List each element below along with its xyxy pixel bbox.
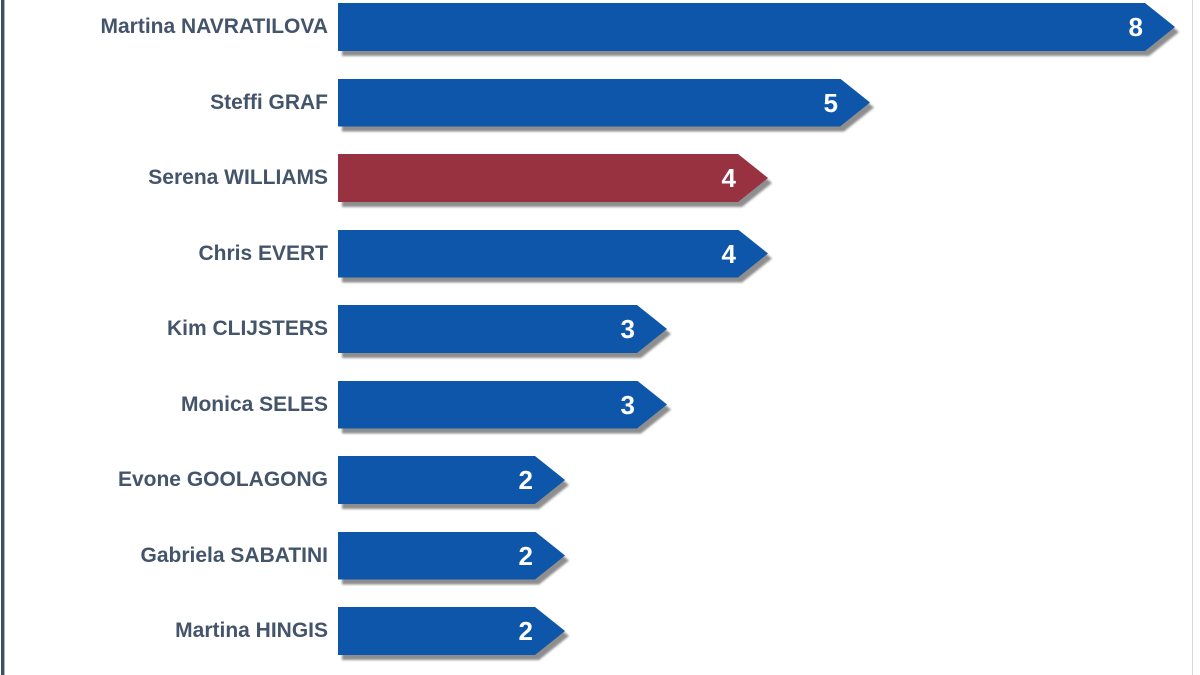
player-label: Kim CLIJSTERS [166,317,328,340]
bar-arrow-shape [338,79,870,127]
value-bar: 2 [338,607,565,655]
value-bar: 8 [338,3,1175,51]
player-label: Martina NAVRATILOVA [100,15,328,38]
player-label: Martina HINGIS [175,619,328,642]
bar-row: Chris EVERT 4 [0,230,1200,278]
bar-value-label: 3 [620,389,635,420]
bar-arrow-shape [338,3,1175,51]
bar-arrow-shape [338,532,565,580]
bar-value-label: 5 [823,87,838,118]
bar-row: Martina HINGIS 2 [0,607,1200,655]
bar-row: Serena WILLIAMS 4 [0,154,1200,202]
bar-row: Monica SELES 3 [0,381,1200,429]
value-bar: 3 [338,381,667,429]
bar-row: Evone GOOLAGONG 2 [0,456,1200,504]
bar-value-label: 4 [721,163,736,193]
player-label: Serena WILLIAMS [148,166,328,189]
value-bar: 2 [338,456,565,504]
player-label: Steffi GRAF [210,90,328,114]
player-label: Gabriela SABATINI [140,543,328,567]
player-label: Chris EVERT [198,241,328,265]
bar-value-label: 2 [518,616,533,646]
value-bar: 4 [338,230,768,278]
bar-value-label: 3 [620,314,635,344]
bar-value-label: 2 [518,540,533,571]
chart-right-border [1192,0,1193,675]
bar-value-label: 8 [1128,12,1143,42]
player-label: Monica SELES [180,392,328,416]
bar-row: Kim CLIJSTERS 3 [0,305,1200,353]
value-bar: 5 [338,79,870,127]
bar-chart: Martina NAVRATILOVA 8 Steffi GRAF 5 Serena W… [0,3,1200,655]
value-bar: 3 [338,305,667,353]
bar-arrow-shape [338,607,565,655]
bar-arrow-shape [338,381,667,429]
bar-arrow-shape [338,456,565,504]
bar-value-label: 2 [518,465,533,495]
bar-row: Martina NAVRATILOVA 8 [0,3,1200,51]
value-bar: 4 [338,154,768,202]
bar-arrow-shape [338,305,667,353]
bar-row: Steffi GRAF 5 [0,79,1200,127]
bar-arrow-shape [338,230,768,278]
bar-row: Gabriela SABATINI 2 [0,532,1200,580]
chart-left-border [1,0,5,675]
bar-arrow-shape [338,154,768,202]
bar-value-label: 4 [721,238,736,269]
player-label: Evone GOOLAGONG [117,468,328,491]
value-bar: 2 [338,532,565,580]
